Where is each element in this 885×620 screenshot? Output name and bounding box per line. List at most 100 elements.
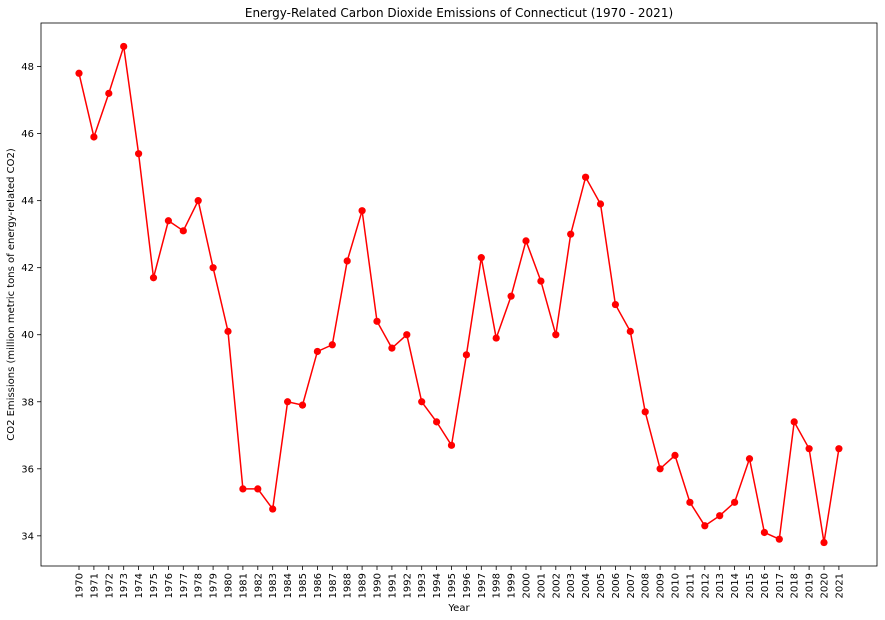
data-point — [209, 264, 217, 272]
x-tick-label: 1978 — [194, 573, 205, 598]
x-tick-label: 2016 — [760, 573, 771, 598]
series-markers — [75, 42, 843, 547]
data-point — [403, 331, 411, 339]
x-tick-label: 2012 — [700, 573, 711, 598]
x-tick-label: 1993 — [417, 573, 428, 598]
y-tick-label: 36 — [21, 464, 34, 475]
x-tick-label: 2010 — [671, 573, 682, 598]
data-point — [626, 327, 634, 335]
x-tick-label: 2003 — [566, 573, 577, 598]
x-tick-label: 1988 — [343, 573, 354, 598]
data-point — [298, 401, 307, 409]
x-tick-label: 2014 — [730, 573, 741, 598]
x-tick-label: 2002 — [551, 573, 562, 598]
x-tick-label: 1999 — [507, 573, 518, 598]
data-point — [164, 217, 172, 225]
y-tick-label: 48 — [21, 62, 34, 73]
x-tick-label: 2005 — [596, 573, 607, 598]
data-point — [656, 465, 664, 473]
data-point — [269, 505, 277, 513]
y-tick-label: 44 — [21, 196, 34, 207]
y-tick-label: 40 — [21, 330, 34, 341]
data-point — [701, 522, 709, 530]
y-tick-label: 46 — [21, 129, 34, 140]
x-tick-label: 2001 — [536, 573, 547, 598]
x-tick-label: 2004 — [581, 573, 592, 598]
data-point — [358, 207, 366, 215]
data-point — [254, 485, 262, 493]
x-tick-label: 2015 — [745, 573, 756, 598]
x-tick-label: 1985 — [298, 573, 309, 598]
data-point — [507, 292, 515, 300]
x-tick-label: 2019 — [805, 573, 816, 598]
x-tick-label: 2021 — [834, 573, 845, 598]
y-axis: 34 36 38 40 42 44 46 48 — [21, 62, 41, 542]
x-tick-label: 1987 — [328, 573, 339, 598]
x-tick-label: 1989 — [358, 573, 369, 598]
x-tick-label: 1975 — [149, 573, 160, 598]
x-tick-label: 2000 — [522, 573, 533, 598]
data-point — [194, 197, 202, 205]
chart-title: Energy-Related Carbon Dioxide Emissions … — [245, 6, 673, 20]
data-point — [775, 535, 783, 543]
data-point — [492, 334, 500, 342]
x-tick-label: 1979 — [209, 573, 220, 598]
y-tick-label: 38 — [21, 397, 34, 408]
x-tick-label: 1997 — [477, 573, 488, 598]
data-point — [641, 408, 649, 416]
data-point — [567, 230, 575, 238]
x-tick-label: 2006 — [611, 573, 622, 598]
data-point — [805, 445, 813, 453]
x-tick-label: 1981 — [238, 573, 249, 598]
x-tick-label: 1976 — [164, 573, 175, 598]
x-tick-label: 2018 — [790, 573, 801, 598]
x-tick-label: 1974 — [134, 573, 145, 598]
data-point — [611, 300, 620, 309]
x-tick-label: 1998 — [492, 573, 503, 598]
data-point — [179, 227, 187, 235]
data-point — [343, 257, 351, 265]
data-point — [522, 237, 530, 245]
data-point — [239, 485, 247, 493]
plot-area — [40, 22, 878, 567]
x-axis-label: Year — [447, 603, 470, 614]
x-tick-label: 1983 — [268, 573, 279, 598]
x-tick-label: 1991 — [387, 573, 398, 598]
data-point — [447, 441, 456, 449]
data-point — [462, 351, 470, 359]
x-tick-label: 1973 — [119, 573, 130, 598]
data-point — [760, 528, 769, 537]
x-tick-label: 1996 — [462, 573, 473, 598]
y-axis-label: CO2 Emissions (million metric tons of en… — [6, 148, 17, 441]
data-point — [716, 512, 724, 520]
data-point — [313, 347, 321, 356]
x-tick-label: 2007 — [626, 573, 637, 598]
data-point — [477, 254, 485, 262]
data-point — [284, 398, 292, 406]
x-tick-label: 2013 — [715, 573, 726, 598]
data-point — [745, 455, 754, 463]
data-point — [373, 317, 381, 325]
x-tick-label: 2020 — [820, 573, 831, 598]
x-tick-label: 2017 — [775, 573, 786, 598]
data-point — [537, 277, 545, 285]
data-point — [105, 89, 113, 97]
data-point — [90, 133, 98, 141]
data-point — [671, 451, 679, 459]
data-point — [418, 398, 426, 406]
data-point — [820, 538, 828, 547]
data-point — [135, 150, 143, 158]
data-point — [149, 274, 158, 282]
data-point — [75, 69, 83, 77]
x-tick-label: 1990 — [373, 573, 384, 598]
data-point — [582, 173, 590, 181]
x-tick-label: 2011 — [685, 573, 696, 598]
data-point — [596, 200, 605, 208]
x-tick-label: 1980 — [224, 573, 235, 598]
data-point — [224, 327, 232, 335]
x-tick-label: 1994 — [432, 573, 443, 598]
data-point — [433, 418, 441, 426]
data-point — [388, 344, 396, 352]
y-tick-label: 42 — [21, 263, 34, 274]
